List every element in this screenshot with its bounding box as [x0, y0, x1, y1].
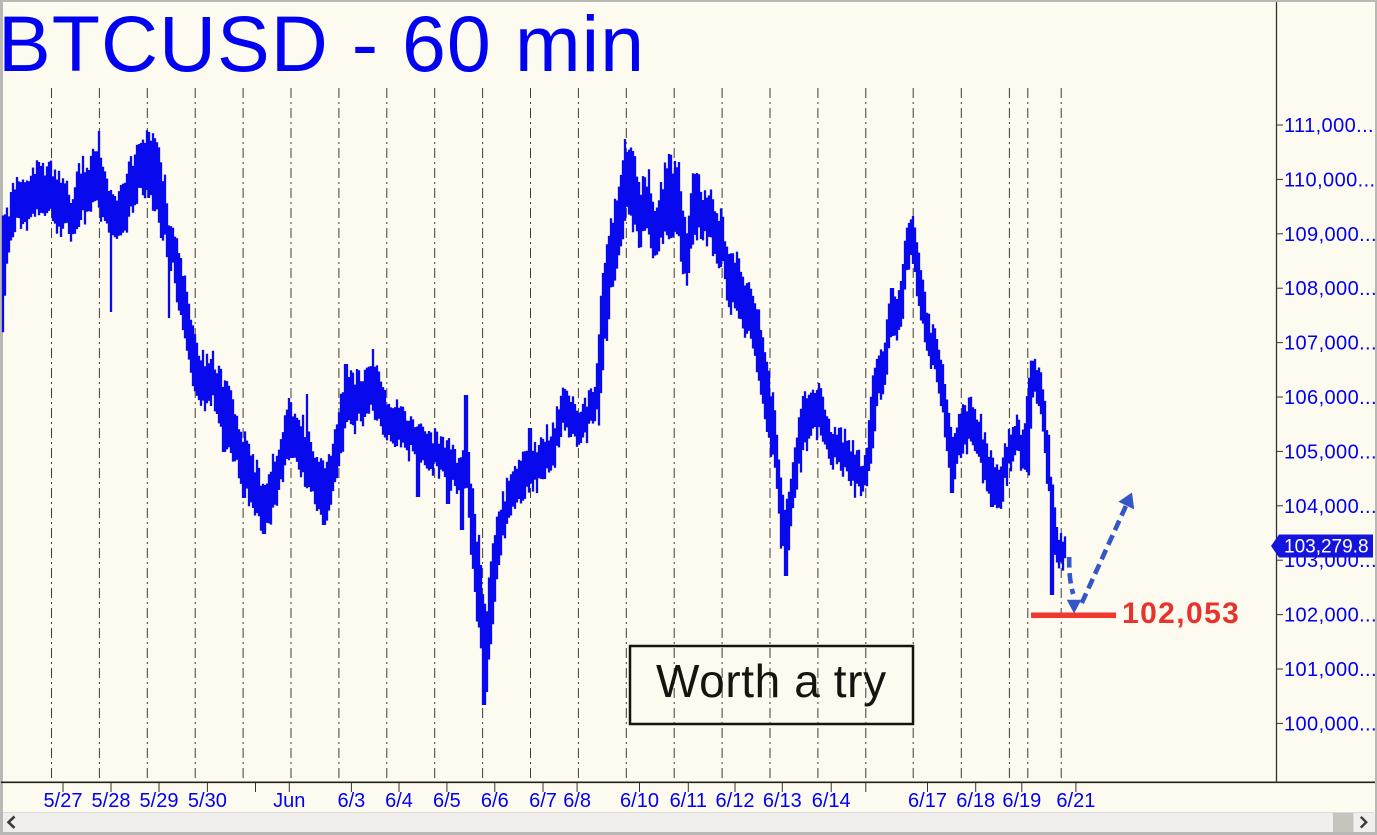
svg-text:100,000...: 100,000... [1284, 713, 1377, 735]
svg-text:6/4: 6/4 [385, 790, 413, 812]
svg-text:6/18: 6/18 [956, 790, 995, 812]
svg-text:106,000...: 106,000... [1284, 387, 1377, 409]
svg-text:5/30: 5/30 [188, 790, 227, 812]
svg-text:102,000...: 102,000... [1284, 605, 1377, 627]
svg-text:6/11: 6/11 [670, 790, 707, 812]
svg-text:5/29: 5/29 [140, 790, 179, 812]
svg-text:6/6: 6/6 [481, 790, 509, 812]
svg-text:110,000...: 110,000... [1284, 169, 1375, 191]
svg-text:109,000...: 109,000... [1284, 224, 1377, 246]
svg-text:6/8: 6/8 [563, 790, 591, 812]
svg-text:5/27: 5/27 [44, 790, 83, 812]
svg-text:102,053: 102,053 [1122, 597, 1240, 630]
svg-text:6/13: 6/13 [763, 790, 802, 812]
svg-text:6/7: 6/7 [529, 790, 557, 812]
svg-text:5/28: 5/28 [92, 790, 131, 812]
svg-text:104,000...: 104,000... [1284, 496, 1377, 518]
svg-text:105,000...: 105,000... [1284, 441, 1377, 463]
svg-text:6/12: 6/12 [716, 790, 755, 812]
svg-text:6/14: 6/14 [812, 790, 851, 812]
svg-text:6/17: 6/17 [908, 790, 947, 812]
svg-text:6/10: 6/10 [620, 790, 659, 812]
svg-text:111,000...: 111,000... [1284, 115, 1374, 137]
svg-text:108,000...: 108,000... [1284, 278, 1377, 300]
svg-text:103,279.8: 103,279.8 [1284, 537, 1369, 558]
svg-text:101,000...: 101,000... [1284, 659, 1377, 681]
svg-text:6/19: 6/19 [1002, 790, 1041, 812]
svg-text:6/3: 6/3 [337, 790, 365, 812]
svg-text:6/5: 6/5 [433, 790, 461, 812]
svg-text:107,000...: 107,000... [1284, 333, 1377, 355]
svg-text:Jun: Jun [273, 790, 305, 812]
svg-text:6/21: 6/21 [1056, 790, 1095, 812]
svg-text:Worth a try: Worth a try [656, 655, 887, 707]
svg-text:BTCUSD - 60 min: BTCUSD - 60 min [0, 0, 645, 88]
